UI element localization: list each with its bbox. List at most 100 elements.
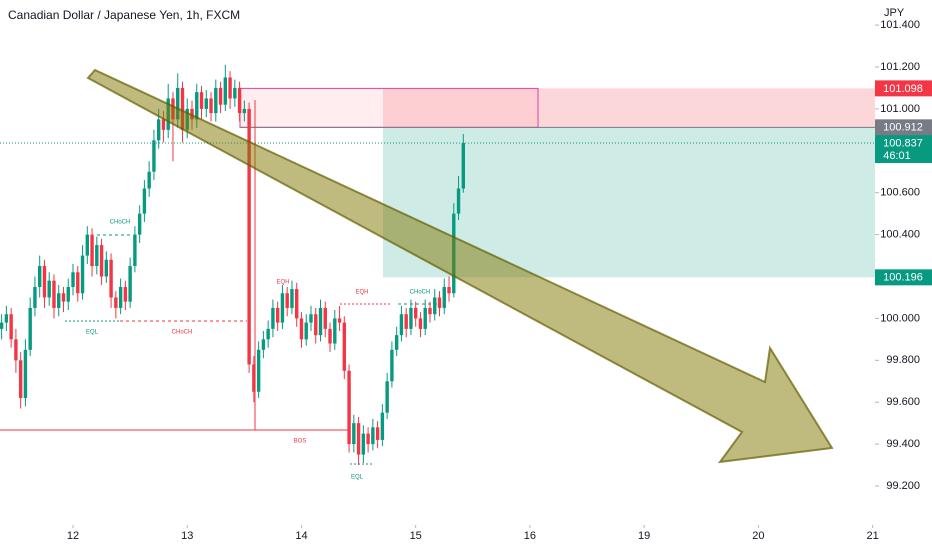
candle-body bbox=[180, 87, 185, 130]
stop-zone bbox=[383, 88, 875, 128]
candle-body bbox=[214, 87, 218, 114]
annotation: CHoCH bbox=[410, 290, 431, 296]
candle-body bbox=[390, 349, 394, 382]
candle-body bbox=[37, 266, 42, 287]
candle-body bbox=[418, 318, 423, 329]
candle-body bbox=[218, 87, 223, 105]
candle-body bbox=[394, 335, 399, 350]
candle-body bbox=[442, 286, 446, 308]
candle-body bbox=[199, 92, 204, 109]
candle-body bbox=[114, 297, 118, 308]
candle-body bbox=[152, 140, 156, 172]
candle-body bbox=[433, 297, 437, 315]
candle-body bbox=[237, 87, 242, 114]
candle-body bbox=[104, 259, 109, 277]
last-price-text: 100.837 bbox=[883, 137, 923, 149]
candle-body bbox=[295, 289, 299, 319]
x-tick-label: 13 bbox=[181, 530, 193, 542]
candle-body bbox=[95, 245, 99, 267]
y-tick-label: 101.000 bbox=[880, 103, 920, 115]
drawings bbox=[0, 87, 875, 278]
candle-body bbox=[4, 314, 9, 323]
candle-body bbox=[71, 272, 75, 287]
annotation: EQH bbox=[355, 290, 368, 296]
candle-body bbox=[228, 77, 232, 99]
x-tick-label: 21 bbox=[866, 530, 878, 542]
y-tick-label: 99.200 bbox=[886, 480, 920, 492]
candle-body bbox=[304, 322, 308, 340]
countdown-text: 46:01 bbox=[883, 150, 911, 162]
candle-body bbox=[290, 289, 294, 308]
y-tick-label: 101.200 bbox=[880, 61, 920, 73]
candle-body bbox=[456, 188, 461, 214]
candle-body bbox=[99, 245, 104, 277]
candle-body bbox=[33, 286, 37, 308]
candle-body bbox=[118, 286, 123, 308]
candle-body bbox=[266, 328, 270, 340]
candle-body bbox=[80, 255, 85, 294]
candle-body bbox=[23, 349, 28, 399]
candle-body bbox=[204, 98, 208, 109]
candle-body bbox=[123, 286, 128, 302]
annotation: EQL bbox=[86, 330, 99, 336]
y-tick-label: 100.000 bbox=[880, 312, 920, 324]
candle-body bbox=[366, 433, 370, 445]
candle-body bbox=[437, 297, 442, 308]
candle-body bbox=[142, 188, 147, 214]
candle-body bbox=[156, 119, 161, 141]
time-axis bbox=[0, 525, 932, 550]
stop-label-text: 101.098 bbox=[883, 83, 923, 95]
candle-body bbox=[371, 427, 375, 445]
candles bbox=[0, 64, 465, 466]
candle-body bbox=[299, 318, 304, 340]
x-tick-label: 15 bbox=[410, 530, 422, 542]
candle-body bbox=[42, 266, 47, 298]
candle-body bbox=[133, 234, 137, 267]
currency-label: JPY bbox=[884, 7, 905, 19]
candle-body bbox=[195, 92, 199, 120]
candle-body bbox=[0, 322, 4, 329]
candle-body bbox=[76, 272, 80, 294]
candle-body bbox=[57, 293, 61, 308]
candle-body bbox=[90, 234, 94, 267]
candle-body bbox=[28, 307, 32, 350]
chart-title: Canadian Dollar / Japanese Yen, 1h, FXCM bbox=[8, 8, 240, 22]
supply-box bbox=[239, 87, 539, 128]
target-label bbox=[875, 269, 932, 286]
candle-body bbox=[161, 119, 166, 130]
x-tick-label: 14 bbox=[295, 530, 307, 542]
candle-body bbox=[85, 234, 89, 256]
candle-body bbox=[242, 108, 247, 114]
candle-body bbox=[66, 286, 70, 302]
entry-label bbox=[875, 119, 932, 136]
candle-body bbox=[409, 307, 413, 329]
annotation: BOS bbox=[294, 439, 307, 445]
y-tick-label: 99.400 bbox=[886, 438, 920, 450]
y-tick-label: 101.400 bbox=[880, 19, 920, 31]
trend-arrow bbox=[86, 68, 834, 464]
candle-body bbox=[252, 364, 256, 392]
candle-body bbox=[328, 328, 332, 344]
candle-body bbox=[109, 259, 113, 298]
x-tick-label: 16 bbox=[524, 530, 536, 542]
candle-body bbox=[333, 318, 337, 344]
annotation: EQH bbox=[276, 280, 289, 286]
y-tick-label: 99.600 bbox=[886, 396, 920, 408]
candle-body bbox=[399, 314, 404, 336]
candle-body bbox=[352, 423, 356, 445]
candle-body bbox=[285, 293, 289, 308]
candle-body bbox=[461, 143, 465, 189]
candle-body bbox=[256, 349, 261, 392]
candle-body bbox=[361, 433, 366, 455]
candle-body bbox=[223, 77, 228, 105]
candle-body bbox=[9, 314, 13, 340]
candle-body bbox=[209, 98, 213, 114]
candle-body bbox=[14, 339, 18, 361]
candle-body bbox=[261, 339, 266, 350]
candle-body bbox=[428, 307, 432, 315]
candle-body bbox=[128, 266, 132, 302]
candle-body bbox=[356, 423, 361, 455]
x-tick-label: 12 bbox=[67, 530, 79, 542]
candle-body bbox=[318, 307, 323, 336]
